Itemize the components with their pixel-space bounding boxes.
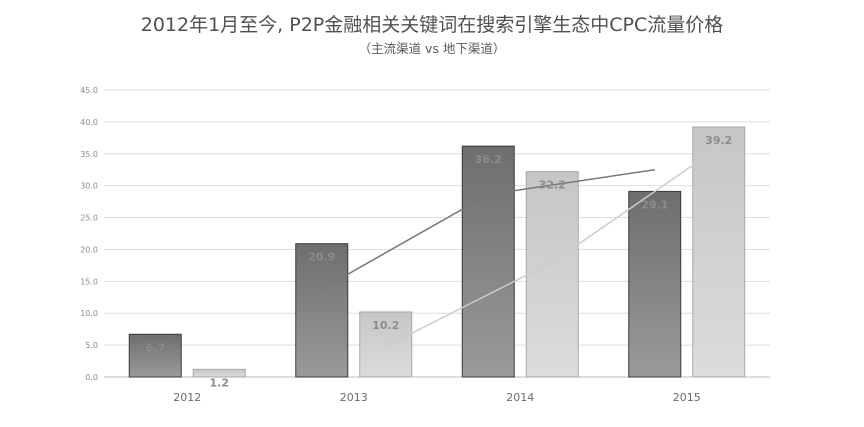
- data-label: 39.2: [705, 134, 732, 147]
- y-axis-ticks: 0.0 5.0 10.0 15.0 20.0 25.0 30.0 35.0 40.0 45.0: [80, 86, 98, 382]
- data-label: 1.2: [210, 376, 230, 389]
- bars: [128, 126, 746, 378]
- bar-series2-2014: [525, 171, 579, 378]
- y-tick-label: 10.0: [80, 309, 98, 318]
- data-label: 6.7: [146, 341, 166, 354]
- x-tick-label: 2015: [673, 391, 701, 404]
- trendline-1: [321, 168, 655, 290]
- data-label: 36.2: [475, 153, 502, 166]
- bar-series1-2012: [128, 333, 182, 378]
- data-label: 29.1: [641, 198, 668, 211]
- bar-series1-2014: [461, 145, 515, 378]
- bar-series1-2015: [628, 190, 682, 378]
- y-tick-label: 15.0: [80, 277, 98, 286]
- bar-series2-2012: [192, 368, 246, 378]
- data-labels: 6.7 20.9 36.2 29.1 1.2 10.2 32.2 39.2: [146, 134, 733, 389]
- y-tick-label: 40.0: [80, 118, 98, 127]
- trendlines: [321, 146, 720, 348]
- chart-subtitle: （主流渠道 vs 地下渠道）: [358, 41, 506, 56]
- y-tick-label: 35.0: [80, 150, 98, 159]
- trendline-2: [385, 146, 720, 348]
- y-tick-label: 5.0: [85, 341, 98, 350]
- chart-title: 2012年1月至今, P2P金融相关关键词在搜索引擎生态中CPC流量价格: [140, 14, 724, 36]
- bar-series2-2013: [359, 311, 413, 378]
- data-label: 10.2: [372, 319, 399, 332]
- x-axis: 2012 2013 2014 2015: [173, 391, 701, 404]
- x-tick-label: 2014: [506, 391, 534, 404]
- y-tick-label: 30.0: [80, 182, 98, 191]
- bar-series1-2013: [295, 243, 349, 378]
- x-tick-label: 2013: [340, 391, 368, 404]
- y-tick-label: 20.0: [80, 245, 98, 254]
- y-tick-label: 0.0: [85, 373, 98, 382]
- y-tick-label: 25.0: [80, 214, 98, 223]
- data-label: 20.9: [308, 251, 335, 264]
- data-label: 32.2: [539, 179, 566, 192]
- y-tick-label: 45.0: [80, 86, 98, 95]
- x-tick-label: 2012: [173, 391, 201, 404]
- bar-series2-2015: [692, 126, 746, 378]
